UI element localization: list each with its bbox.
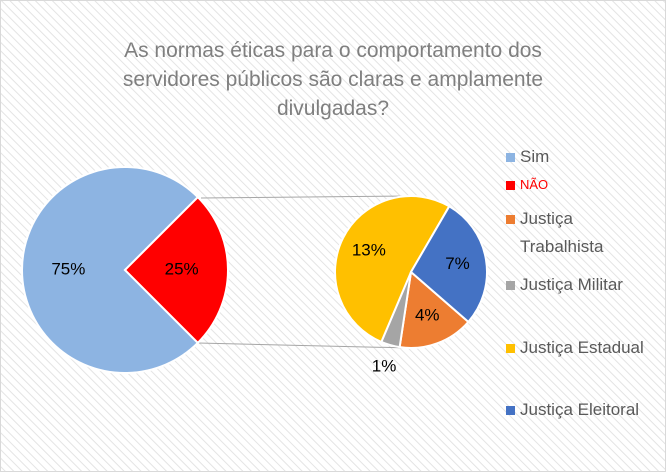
chart-title: As normas éticas para o comportamento do…: [122, 39, 544, 120]
legend-item: Justiça Eleitoral: [506, 396, 656, 424]
data-label: 1%: [372, 357, 397, 376]
pie-slice: [398, 270, 470, 349]
legend-item: Sim: [506, 143, 656, 171]
legend-swatch: [506, 153, 515, 162]
legend-label: Justiça Estadual: [520, 338, 644, 357]
pie-slice: [409, 204, 488, 324]
legend-label: Sim: [520, 147, 550, 166]
legend-swatch: [506, 181, 515, 190]
legend-label: Justiça Trabalhista: [520, 209, 604, 256]
connector-line: [197, 342, 412, 349]
pie-slice: [21, 166, 200, 374]
legend-label: Justiça Militar: [520, 275, 623, 294]
data-label: 25%: [165, 259, 199, 278]
data-label: 4%: [415, 306, 440, 325]
pie-slice: [334, 195, 451, 344]
legend-item: Justiça Militar: [506, 271, 656, 299]
legend-swatch: [506, 215, 515, 224]
data-label: 13%: [352, 240, 386, 259]
legend-item: NÃO: [506, 171, 656, 199]
pie-slice: [123, 195, 229, 345]
data-label: 75%: [51, 259, 85, 278]
connector-line: [200, 195, 412, 199]
legend-label: NÃO: [520, 177, 549, 192]
legend-item: Justiça Trabalhista: [506, 205, 656, 261]
legend-swatch: [506, 406, 515, 415]
data-label: 7%: [445, 254, 470, 273]
legend-swatch: [506, 281, 515, 290]
legend-label: Justiça Eleitoral: [520, 400, 640, 419]
legend-swatch: [506, 344, 515, 353]
legend-item: Justiça Estadual: [506, 334, 656, 362]
